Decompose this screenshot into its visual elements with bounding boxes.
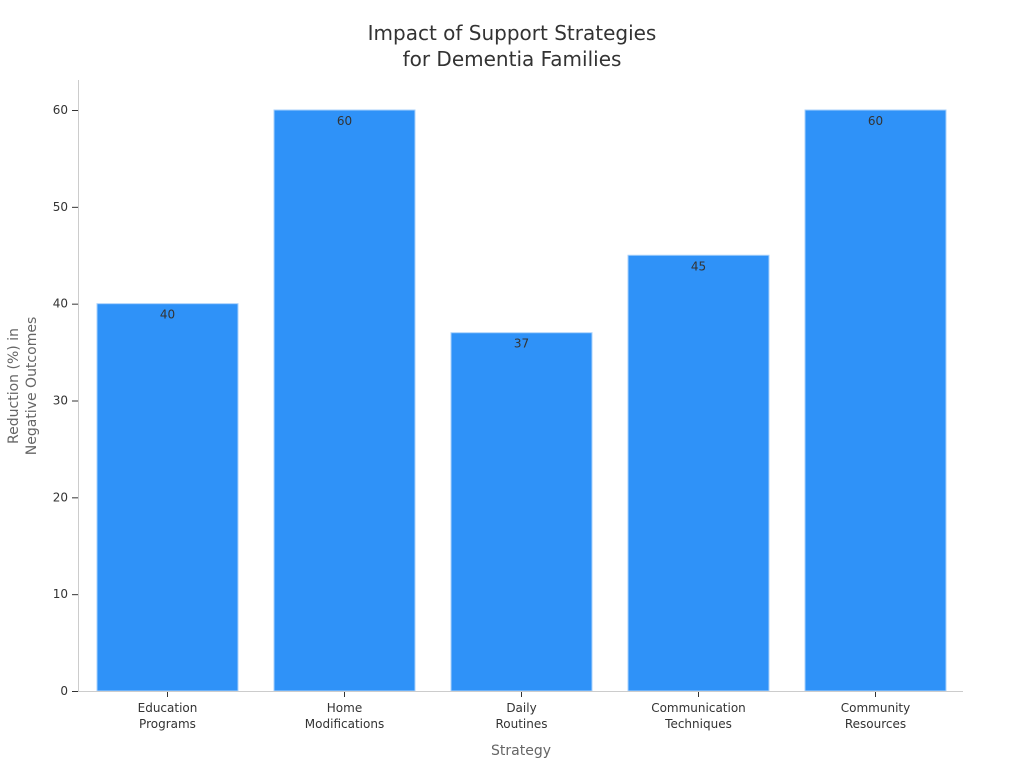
- y-tick-label: 10: [53, 587, 68, 601]
- y-tick-label: 50: [53, 200, 68, 214]
- y-tick-label: 40: [53, 297, 68, 311]
- bar: [450, 332, 593, 692]
- y-axis-label-line-2: Negative Outcomes: [24, 317, 40, 455]
- x-tick-label: Routines: [495, 717, 547, 731]
- x-tick-label: Communication: [651, 701, 746, 715]
- x-axis-label: Strategy: [491, 743, 551, 759]
- y-axis-label-line-1: Reduction (%) in: [6, 328, 22, 444]
- bar: [273, 109, 416, 692]
- data-label: 37: [514, 337, 529, 351]
- y-tick-label: 0: [60, 684, 68, 698]
- x-tick-label: Home: [327, 701, 362, 715]
- bar: [804, 109, 947, 692]
- y-tick-label: 30: [53, 394, 68, 408]
- x-tick-label: Education: [138, 701, 198, 715]
- x-tick-label: Community: [841, 701, 910, 715]
- x-tick-label: Resources: [845, 717, 906, 731]
- bar: [627, 254, 770, 692]
- data-label: 45: [691, 259, 706, 273]
- data-label: 60: [337, 114, 352, 128]
- data-label: 60: [868, 114, 883, 128]
- y-tick-label: 20: [53, 490, 68, 504]
- x-tick-label: Daily: [506, 701, 536, 715]
- bar: [96, 303, 239, 692]
- y-tick-label: 60: [53, 103, 68, 117]
- data-label: 40: [160, 308, 175, 322]
- x-tick-label: Techniques: [664, 717, 732, 731]
- chart-title-line-2: for Dementia Families: [403, 47, 622, 71]
- x-tick-label: Programs: [139, 717, 196, 731]
- chart-title-line-1: Impact of Support Strategies: [368, 21, 657, 45]
- x-tick-label: Modifications: [305, 717, 384, 731]
